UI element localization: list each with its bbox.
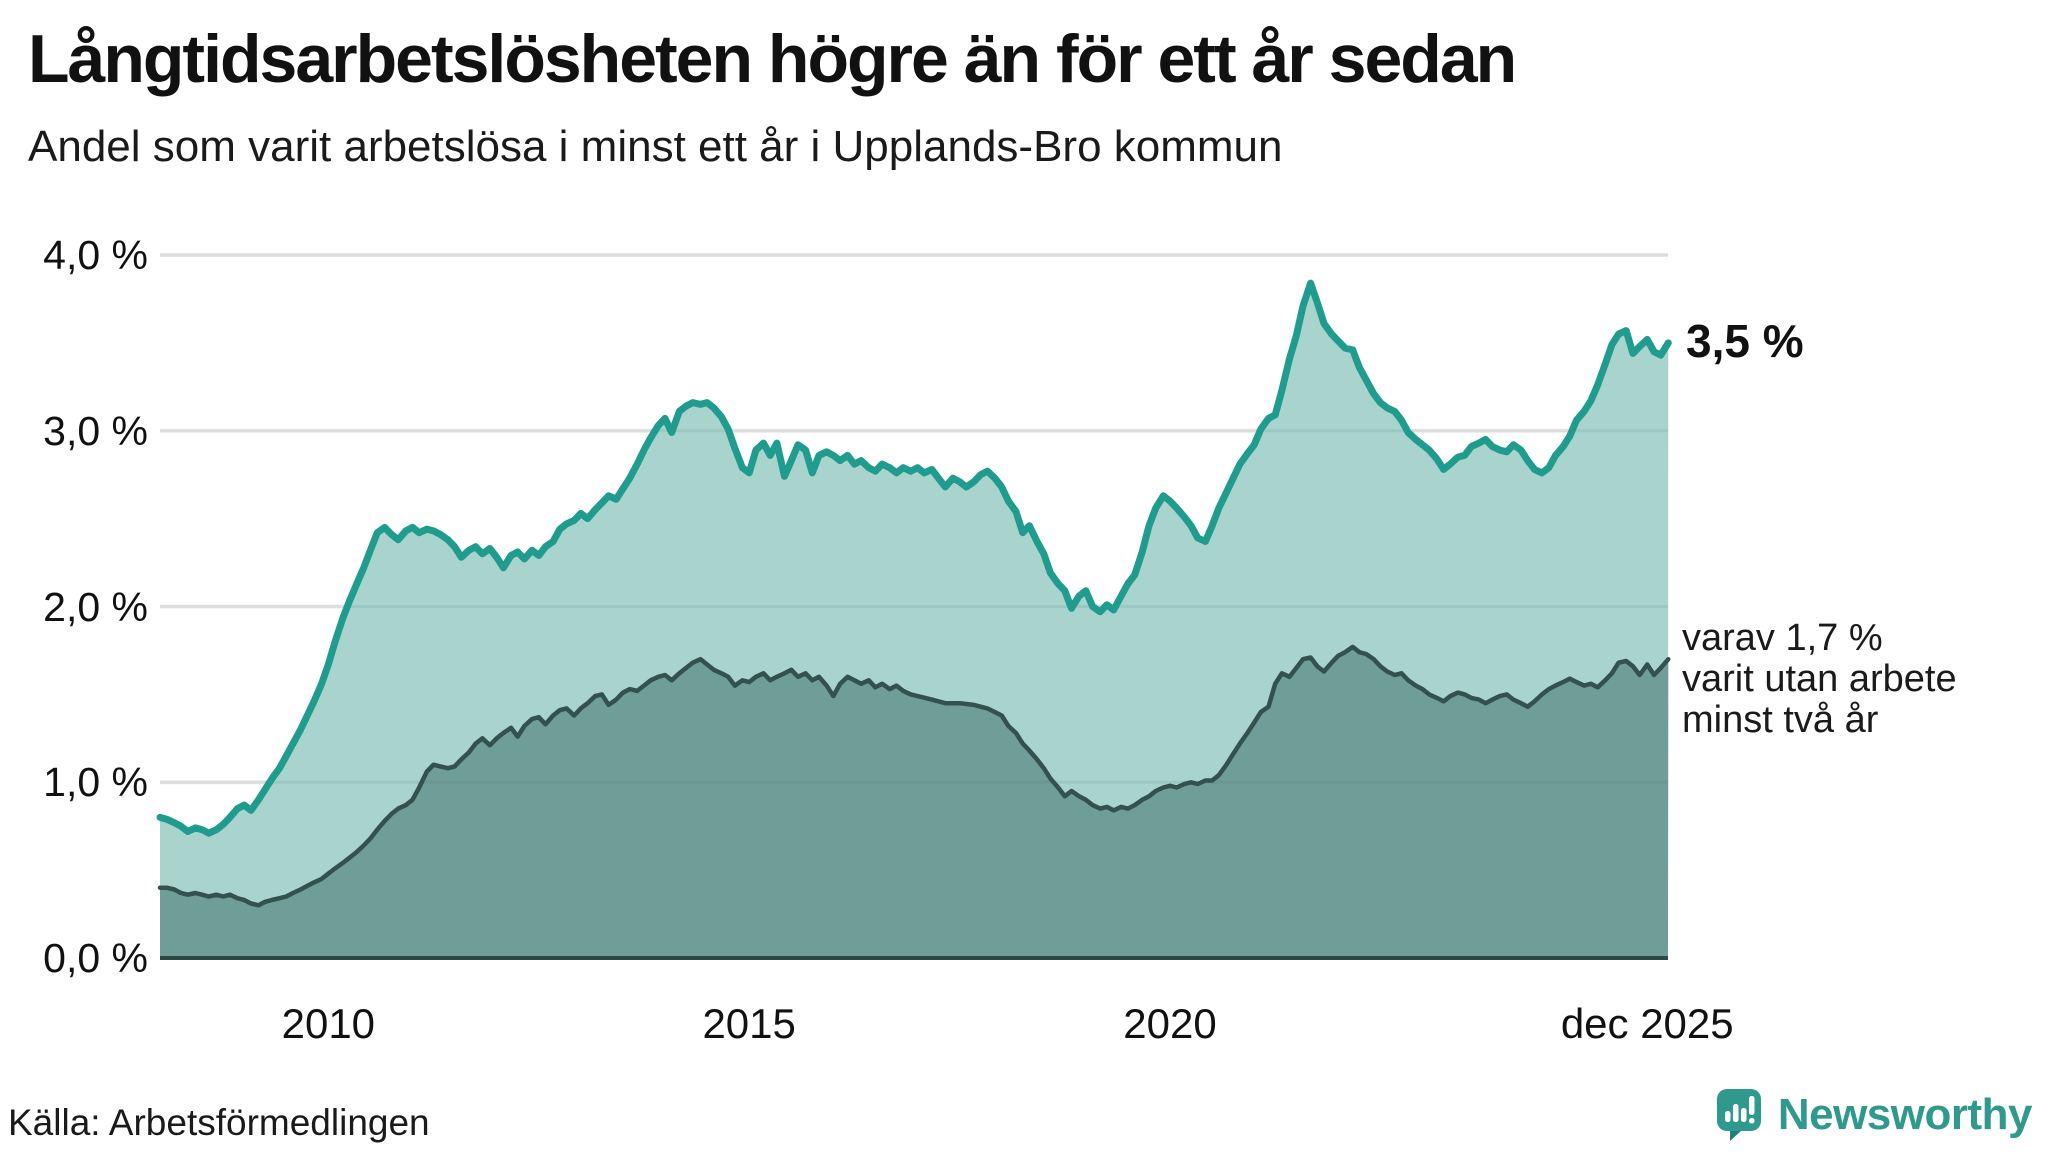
newsworthy-speech-bubble-icon — [1716, 1089, 1761, 1141]
x-tick-label: 2015 — [702, 1000, 796, 1047]
x-tick-label: 2020 — [1123, 1000, 1217, 1047]
y-tick-label: 1,0 % — [43, 759, 148, 806]
series-line — [156, 279, 1672, 837]
latest-value-label: 3,5 % — [1686, 314, 1804, 367]
y-tick-label: 3,0 % — [43, 407, 148, 454]
source-label: Källa: Arbetsförmedlingen — [8, 1102, 430, 1143]
page-title: Långtidsarbetslösheten högre än för ett … — [28, 21, 1517, 97]
y-tick-label: 0,0 % — [43, 935, 148, 981]
series-line — [157, 644, 1671, 908]
x-tick-label: 2010 — [281, 1000, 376, 1047]
newsworthy-logo: Newsworthy — [1714, 1088, 2033, 1142]
x-tick-label: dec 2025 — [1560, 1000, 1734, 1047]
y-tick-label: 4,0 % — [43, 232, 148, 278]
newsworthy-logo-text: Newsworthy — [1777, 1090, 2033, 1139]
series-area — [160, 646, 1669, 958]
chart-subtitle: Andel som varit arbetslösa i minst ett å… — [28, 122, 1283, 171]
secondary-series-note: varav 1,7 % varit utan arbete minst två … — [1682, 617, 1957, 741]
y-tick-label: 2,0 % — [43, 583, 148, 630]
